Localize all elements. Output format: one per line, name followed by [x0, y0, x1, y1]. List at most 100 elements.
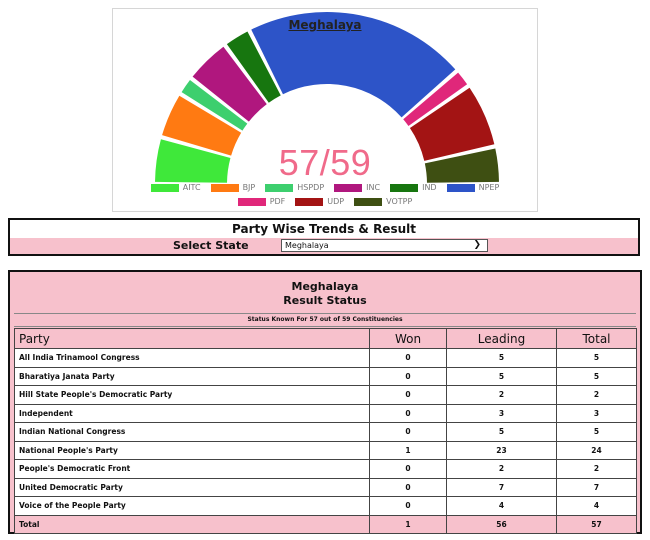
legend-swatch: [237, 197, 266, 206]
result-status-panel: Meghalaya Result Status Status Known For…: [8, 270, 642, 534]
results-subtitle: Result Status: [283, 294, 367, 307]
seat-arc-segment: [162, 95, 242, 156]
table-row: National People's Party 1 23 24: [14, 440, 637, 460]
table-total-row: Total 1 56 57: [14, 514, 637, 534]
legend-label: VOTPP: [386, 197, 413, 206]
seat-arc-segment: [192, 46, 267, 122]
party-cell: People's Democratic Front: [14, 459, 370, 479]
leading-cell: 4: [446, 496, 557, 516]
won-cell: 0: [369, 403, 447, 423]
party-cell: Bharatiya Janata Party: [14, 366, 370, 386]
seat-count: 57/59: [278, 142, 372, 183]
seat-arc-segment: [424, 148, 499, 183]
column-header-total: Total: [556, 328, 637, 349]
legend-swatch: [150, 183, 179, 192]
leading-cell: 3: [446, 403, 557, 423]
party-cell: Total: [14, 514, 370, 534]
party-cell: Indian National Congress: [14, 422, 370, 442]
column-header-party: Party: [14, 328, 370, 349]
table-row: All India Trinamool Congress 0 5 5: [14, 348, 637, 368]
legend-item: BJP: [210, 183, 256, 192]
legend-label: HSPDP: [297, 183, 325, 192]
chart-legend-row-1: AITC BJP HSPDP INC IND NPEP: [113, 183, 537, 192]
seat-arc-segment: [226, 31, 281, 103]
won-cell: 1: [369, 514, 447, 534]
select-state-label: Select State: [173, 239, 249, 252]
results-state-name: Meghalaya: [291, 280, 359, 293]
legend-swatch: [334, 183, 363, 192]
party-cell: Hill State People's Democratic Party: [14, 385, 370, 405]
leading-cell: 5: [446, 422, 557, 442]
legend-item: INC: [334, 183, 380, 192]
seat-arc-segment: [181, 80, 248, 131]
chevron-down-icon: ❯: [473, 240, 481, 250]
status-known-text: Status Known For 57 out of 59 Constituen…: [14, 313, 636, 327]
won-cell: 0: [369, 459, 447, 479]
seat-arc-segment: [403, 72, 468, 126]
leading-cell: 5: [446, 348, 557, 368]
results-table: Party Won Leading Total All India Trinam…: [14, 328, 637, 534]
state-select[interactable]: Meghalaya ❯: [281, 239, 488, 252]
won-cell: 0: [369, 385, 447, 405]
column-header-leading: Leading: [446, 328, 557, 349]
leading-cell: 5: [446, 366, 557, 386]
seat-arc-segment: [409, 87, 495, 161]
trends-title: Party Wise Trends & Result: [232, 222, 416, 236]
legend-item: IND: [390, 183, 437, 192]
total-cell: 2: [556, 459, 637, 479]
legend-item: PDF: [237, 197, 286, 206]
seat-arc-segment: [251, 12, 456, 118]
legend-label: IND: [422, 183, 437, 192]
state-select-value: Meghalaya: [285, 241, 329, 250]
table-header-row: Party Won Leading Total: [14, 328, 637, 349]
results-heading: Meghalaya Result Status: [10, 272, 640, 310]
seat-arc-chart: [155, 12, 499, 183]
table-row: People's Democratic Front 0 2 2: [14, 459, 637, 479]
leading-cell: 2: [446, 385, 557, 405]
legend-label: NPEP: [478, 183, 500, 192]
table-row: Bharatiya Janata Party 0 5 5: [14, 366, 637, 386]
legend-item: NPEP: [446, 183, 500, 192]
seat-chart-card: Meghalaya 57/59 AITC BJP HSPDP INC IND NPEP P…: [112, 8, 538, 212]
total-cell: 7: [556, 477, 637, 497]
total-cell: 4: [556, 496, 637, 516]
total-cell: 5: [556, 348, 637, 368]
leading-cell: 7: [446, 477, 557, 497]
total-cell: 5: [556, 422, 637, 442]
chart-title: Meghalaya: [288, 18, 362, 32]
table-row: Voice of the People Party 0 4 4: [14, 496, 637, 516]
leading-cell: 2: [446, 459, 557, 479]
legend-swatch: [210, 183, 239, 192]
legend-swatch: [354, 197, 383, 206]
total-cell: 5: [556, 366, 637, 386]
legend-item: UDP: [295, 197, 344, 206]
legend-label: PDF: [269, 197, 286, 206]
legend-item: HSPDP: [265, 183, 324, 192]
column-header-won: Won: [369, 328, 447, 349]
party-cell: All India Trinamool Congress: [14, 348, 370, 368]
table-row: Indian National Congress 0 5 5: [14, 422, 637, 442]
legend-label: AITC: [182, 183, 201, 192]
party-trends-panel: Party Wise Trends & Result Select State …: [8, 218, 640, 256]
legend-item: AITC: [150, 183, 201, 192]
total-cell: 57: [556, 514, 637, 534]
won-cell: 0: [369, 348, 447, 368]
party-cell: National People's Party: [14, 440, 370, 460]
party-cell: Independent: [14, 403, 370, 423]
total-cell: 3: [556, 403, 637, 423]
table-row: United Democratic Party 0 7 7: [14, 477, 637, 497]
legend-label: BJP: [242, 183, 256, 192]
legend-label: INC: [366, 183, 381, 192]
legend-item: VOTPP: [354, 197, 412, 206]
total-cell: 24: [556, 440, 637, 460]
won-cell: 0: [369, 366, 447, 386]
won-cell: 1: [369, 440, 447, 460]
won-cell: 0: [369, 496, 447, 516]
won-cell: 0: [369, 422, 447, 442]
party-cell: United Democratic Party: [14, 477, 370, 497]
leading-cell: 56: [446, 514, 557, 534]
legend-label: UDP: [327, 197, 345, 206]
seat-arc-segment: [155, 139, 231, 183]
table-row: Hill State People's Democratic Party 0 2 2: [14, 385, 637, 405]
leading-cell: 23: [446, 440, 557, 460]
